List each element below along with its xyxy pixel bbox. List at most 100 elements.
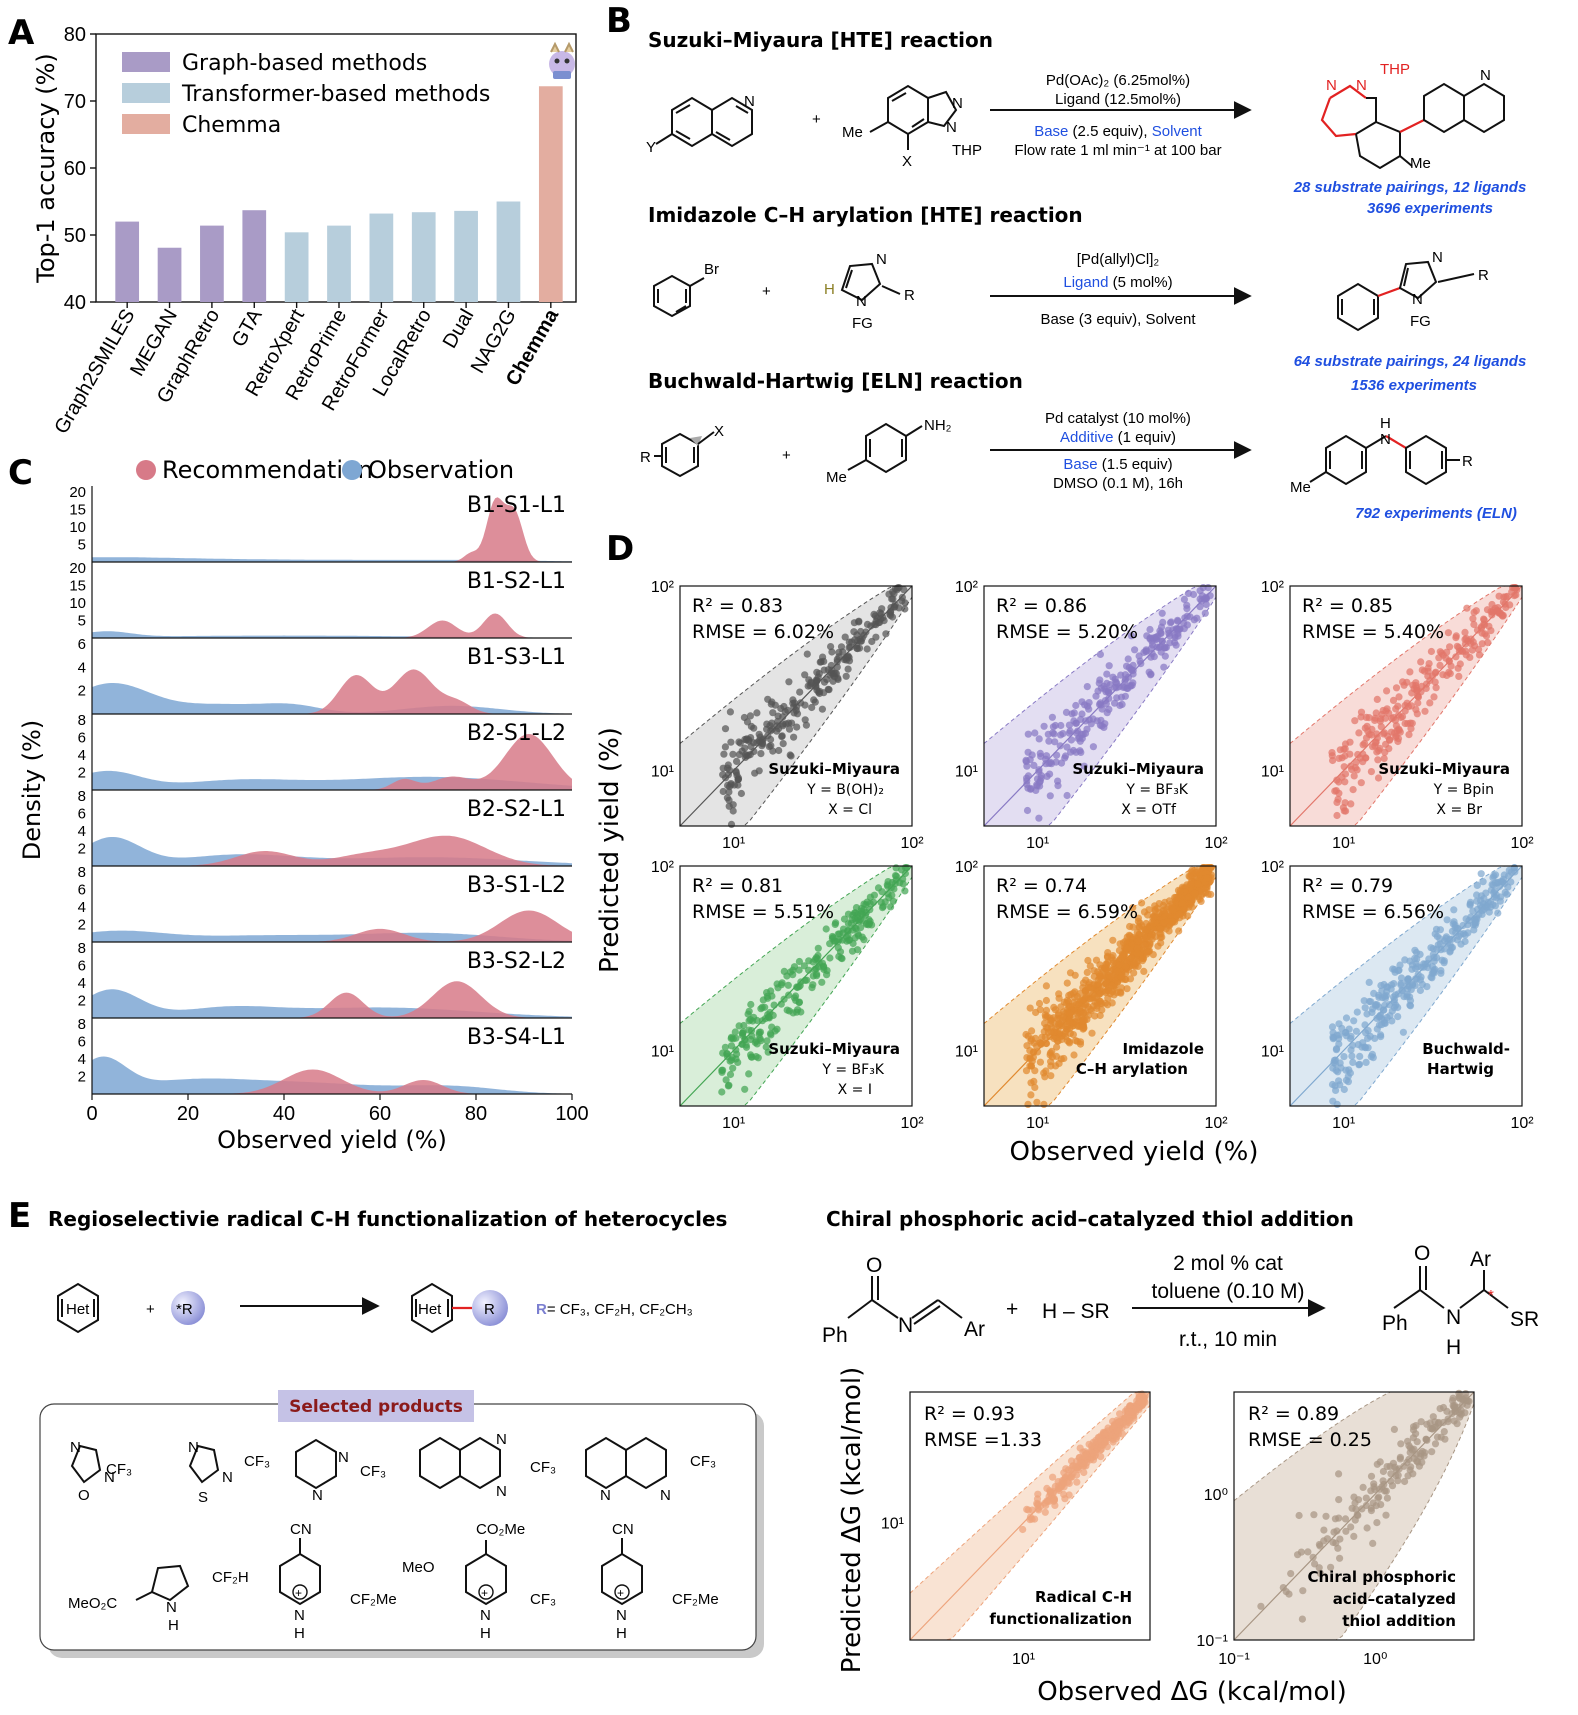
data-point xyxy=(1108,954,1116,962)
data-point xyxy=(742,1041,750,1049)
atom-x: X xyxy=(902,153,912,170)
atom-me: Me xyxy=(826,469,847,486)
data-point xyxy=(1107,972,1116,980)
imidazole-result-1: 64 substrate pairings, 24 ligands xyxy=(1294,353,1527,370)
data-point xyxy=(1411,954,1419,963)
data-point xyxy=(1329,1538,1337,1547)
data-point xyxy=(837,954,845,962)
data-point xyxy=(1295,1511,1303,1520)
atom-n: N xyxy=(294,1607,305,1624)
x-tick-label: 10¹ xyxy=(1332,1115,1355,1132)
data-point xyxy=(750,724,758,732)
subplot-label: acid–catalyzed xyxy=(1333,1590,1456,1608)
data-point xyxy=(1396,1455,1404,1463)
data-point xyxy=(1347,1523,1355,1531)
data-point xyxy=(1340,807,1348,815)
data-point xyxy=(1146,635,1154,643)
data-point xyxy=(1432,684,1440,692)
buchwald-cond-2: Additive (1 equiv) xyxy=(1060,429,1176,446)
bar-retroprime xyxy=(327,225,351,302)
data-point xyxy=(829,677,837,685)
data-point xyxy=(1354,1511,1362,1519)
data-point xyxy=(1376,1458,1384,1466)
data-point xyxy=(1424,959,1432,968)
y-tick-label: 4 xyxy=(78,823,86,840)
data-point xyxy=(1149,919,1157,927)
scatter-subplot: R² = 0.81 RMSE = 5.51% Suzuki–Miyaura Y = B… xyxy=(651,859,924,1132)
y-axis-label: Predicted yield (%) xyxy=(595,727,625,973)
x-axis-label: Observed yield (%) xyxy=(1010,1137,1259,1167)
data-point xyxy=(1352,758,1360,766)
data-point xyxy=(1186,613,1194,621)
data-point xyxy=(1380,754,1388,763)
data-point xyxy=(1130,960,1138,968)
data-point xyxy=(1065,721,1073,729)
atom-me: Me xyxy=(842,124,863,141)
data-point xyxy=(795,998,804,1006)
data-point xyxy=(1033,1499,1041,1507)
data-point xyxy=(1417,658,1425,666)
radical-product-structure: Het R xyxy=(411,1282,508,1334)
x-tick-label: 10¹ xyxy=(1332,835,1355,852)
data-point xyxy=(870,620,879,629)
data-point xyxy=(1080,1008,1088,1017)
data-point xyxy=(1049,723,1057,731)
data-point xyxy=(1453,642,1461,650)
data-point xyxy=(1287,1570,1295,1578)
data-point xyxy=(1122,963,1130,971)
data-point xyxy=(763,1037,771,1045)
data-point xyxy=(778,732,786,740)
data-point xyxy=(1077,715,1085,724)
atom-o: O xyxy=(866,1254,882,1277)
data-point xyxy=(887,604,895,612)
data-point xyxy=(790,733,798,741)
data-point xyxy=(1349,1058,1357,1066)
data-point xyxy=(750,747,758,756)
subplot-title: Suzuki–Miyaura xyxy=(1072,760,1204,778)
data-point xyxy=(1023,774,1031,782)
y-tick-label: 8 xyxy=(78,940,86,957)
data-point xyxy=(1463,604,1471,612)
data-point xyxy=(1353,1008,1361,1016)
data-point xyxy=(1401,956,1409,964)
data-point xyxy=(1108,981,1116,990)
data-point xyxy=(1083,968,1091,977)
data-point xyxy=(1341,770,1350,778)
data-point xyxy=(1371,716,1379,725)
legend-swatch xyxy=(122,52,170,72)
data-point xyxy=(1350,1017,1358,1025)
indazole-structure: Me X N N THP xyxy=(842,84,982,170)
data-point xyxy=(1333,1527,1341,1535)
atom-br: Br xyxy=(704,261,719,278)
recommendation-area xyxy=(92,497,572,562)
data-point xyxy=(1038,1033,1046,1041)
data-point xyxy=(845,644,853,652)
data-point xyxy=(1088,1029,1096,1037)
data-point xyxy=(774,717,782,726)
data-point xyxy=(1146,625,1154,634)
data-point xyxy=(1336,1554,1344,1562)
data-point xyxy=(1348,1504,1356,1512)
data-point xyxy=(1356,1052,1364,1060)
scatter-subplot: R² = 0.74 RMSE = 6.59% Imidazole C–H arylat… xyxy=(955,859,1228,1132)
data-point xyxy=(1046,1014,1054,1022)
data-point xyxy=(1328,1023,1337,1031)
x-tick-label: 10¹ xyxy=(722,1115,745,1132)
atom-fg: FG xyxy=(1410,313,1431,330)
data-point xyxy=(1193,866,1201,874)
atom-n: N xyxy=(1326,77,1337,94)
data-point xyxy=(1342,1527,1350,1535)
subplot-line1: Y = BF₃K xyxy=(821,1062,884,1078)
data-point xyxy=(741,753,750,762)
subplot-title: Suzuki–Miyaura xyxy=(768,1040,900,1058)
bar-graph2smiles xyxy=(115,221,140,302)
y-tick-label: 10² xyxy=(955,579,979,596)
data-point xyxy=(1333,798,1341,807)
data-point xyxy=(1201,609,1209,617)
data-point xyxy=(803,976,811,984)
atom-ph: Ph xyxy=(1382,1312,1408,1335)
data-point xyxy=(1416,986,1424,995)
data-point xyxy=(729,807,737,815)
data-point xyxy=(1042,1039,1051,1048)
data-point xyxy=(785,725,794,733)
